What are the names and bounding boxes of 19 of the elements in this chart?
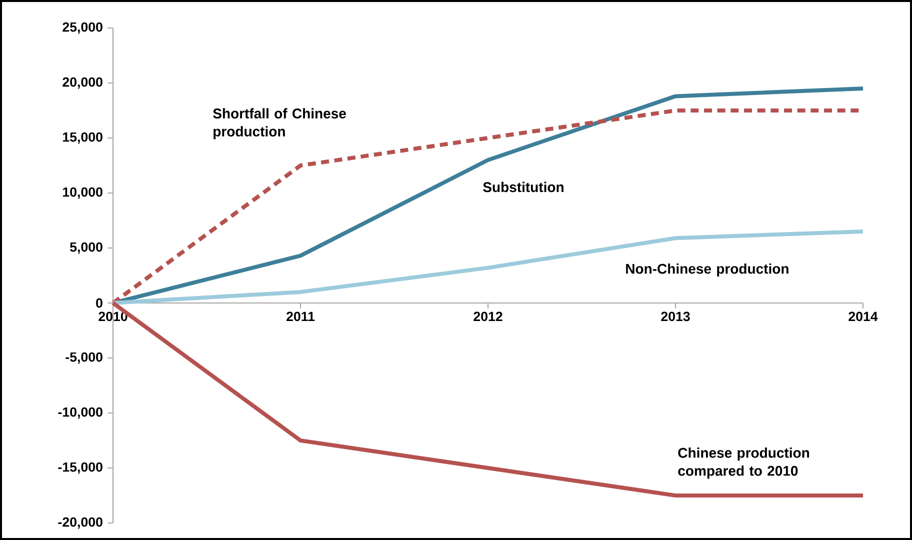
y-tick-label: 15,000: [63, 132, 102, 144]
y-tick-label: 10,000: [63, 187, 102, 199]
series-label: Substitution: [483, 182, 564, 192]
y-tick-label: 5,000: [70, 242, 102, 254]
y-tick-label: 20,000: [62, 77, 102, 89]
line-series: [111, 230, 866, 305]
series-label: Non-Chinese production: [626, 263, 788, 277]
x-tick-label: 2012: [474, 312, 502, 322]
y-tick-label: -10,000: [58, 407, 102, 419]
y-tick-label: -5,000: [66, 352, 102, 364]
y-tick-label: -20,000: [58, 517, 102, 529]
x-tick-label: 2011: [286, 312, 315, 322]
x-tick-label: 2014: [848, 312, 878, 322]
series-label: Shortfall of Chinese production: [213, 108, 346, 140]
x-tick-label: 2013: [661, 312, 690, 322]
y-tick-label: 0: [96, 298, 102, 308]
series-label: Chinese production compared to 2010: [678, 448, 809, 479]
y-tick-label: 25,000: [62, 22, 102, 34]
y-tick-label: -15,000: [58, 462, 102, 474]
